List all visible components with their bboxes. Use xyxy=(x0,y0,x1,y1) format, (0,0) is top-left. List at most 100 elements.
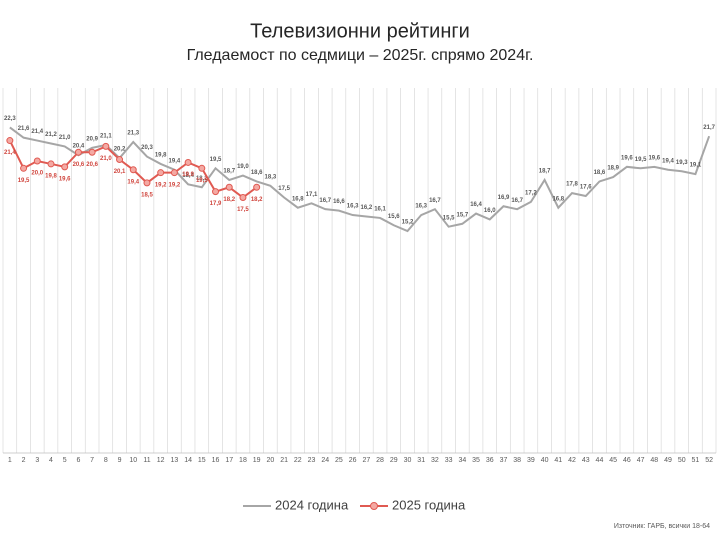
x-tick-label: 40 xyxy=(541,457,549,464)
value-label: 16,1 xyxy=(374,207,386,213)
value-label: 18,2 xyxy=(223,197,235,203)
x-tick-label: 51 xyxy=(692,457,700,464)
value-label: 18,5 xyxy=(141,192,153,198)
value-label: 18,7 xyxy=(223,169,235,175)
x-tick-label: 41 xyxy=(554,457,562,464)
chart-subtitle: Гледаемост по седмици – 2025г. спрямо 20… xyxy=(187,47,534,64)
x-tick-label: 43 xyxy=(582,457,590,464)
value-label: 19,1 xyxy=(690,163,702,169)
value-label: 18,9 xyxy=(607,166,619,172)
x-tick-label: 24 xyxy=(321,457,329,464)
x-tick-label: 23 xyxy=(308,457,316,464)
value-label: 18,7 xyxy=(539,169,551,175)
series-line xyxy=(9,126,711,233)
x-tick-label: 19 xyxy=(253,457,261,464)
point xyxy=(6,137,14,145)
value-label: 17,9 xyxy=(210,201,222,207)
value-label: 21,1 xyxy=(100,134,112,140)
value-label: 16,8 xyxy=(552,196,564,202)
x-tick-label: 18 xyxy=(239,457,247,464)
x-tick-label: 27 xyxy=(362,457,370,464)
x-tick-label: 46 xyxy=(623,457,631,464)
x-tick-label: 14 xyxy=(184,457,192,464)
value-label: 22,3 xyxy=(4,116,16,122)
x-tick-label: 42 xyxy=(568,457,576,464)
value-label: 20,6 xyxy=(73,162,85,168)
point xyxy=(129,166,137,174)
x-tick-label: 33 xyxy=(445,457,453,464)
value-label: 20,6 xyxy=(86,162,98,168)
x-tick-label: 20 xyxy=(266,457,274,464)
point xyxy=(143,179,151,187)
point xyxy=(253,183,261,191)
value-label: 19,2 xyxy=(169,182,181,188)
x-tick-label: 15 xyxy=(198,457,206,464)
x-tick-label: 6 xyxy=(76,457,80,464)
value-label: 19,5 xyxy=(18,178,30,184)
x-tick-label: 12 xyxy=(157,457,165,464)
value-label: 21,4 xyxy=(4,150,16,156)
value-label: 15,6 xyxy=(388,214,400,220)
x-tick-label: 52 xyxy=(705,457,713,464)
value-label: 19,5 xyxy=(635,157,647,163)
value-label: 15,7 xyxy=(456,212,468,218)
x-tick-label: 11 xyxy=(143,457,150,464)
x-tick-label: 34 xyxy=(458,457,466,464)
value-label: 17,2 xyxy=(525,190,537,196)
value-label: 19,4 xyxy=(169,158,181,164)
x-tick-label: 7 xyxy=(90,457,94,464)
value-label: 18,2 xyxy=(196,176,208,182)
x-tick-label: 49 xyxy=(664,457,672,464)
legend-label: 2025 година xyxy=(392,497,466,512)
value-label: 20,0 xyxy=(31,171,43,177)
value-label: 19,8 xyxy=(45,173,57,179)
value-label: 21,2 xyxy=(45,132,57,138)
value-label: 18,3 xyxy=(265,174,277,180)
value-label: 18,2 xyxy=(251,197,263,203)
value-label: 20,3 xyxy=(141,145,153,151)
value-label: 21,4 xyxy=(31,129,43,135)
x-tick-label: 4 xyxy=(49,457,53,464)
x-tick-label: 9 xyxy=(118,457,122,464)
value-label: 16,4 xyxy=(470,202,482,208)
value-label: 16,3 xyxy=(347,204,359,210)
point xyxy=(170,169,178,177)
x-tick-label: 32 xyxy=(431,457,439,464)
x-tick-label: 36 xyxy=(486,457,494,464)
x-tick-label: 29 xyxy=(390,457,398,464)
value-label: 20,4 xyxy=(73,144,85,150)
x-tick-label: 3 xyxy=(35,457,39,464)
x-tick-label: 8 xyxy=(104,457,108,464)
point xyxy=(88,148,96,156)
chart-title: Телевизионни рейтинги xyxy=(250,20,470,42)
value-label: 18,4 xyxy=(182,173,194,179)
value-label: 16,7 xyxy=(511,198,523,204)
x-tick-label: 16 xyxy=(212,457,220,464)
value-label: 19,6 xyxy=(59,176,71,182)
value-label: 15,2 xyxy=(402,220,414,226)
x-tick-label: 13 xyxy=(170,457,178,464)
value-label: 19,9 xyxy=(182,172,194,178)
point xyxy=(33,157,41,165)
value-label: 20,1 xyxy=(114,169,126,175)
x-tick-label: 5 xyxy=(63,457,67,464)
x-tick-label: 37 xyxy=(500,457,508,464)
value-label: 16,6 xyxy=(333,199,345,205)
point xyxy=(212,188,220,196)
x-tick-label: 35 xyxy=(472,457,480,464)
point xyxy=(74,148,82,156)
value-label: 16,7 xyxy=(429,198,441,204)
x-tick-label: 17 xyxy=(225,457,233,464)
value-label: 16,9 xyxy=(498,195,510,201)
x-tick-label: 48 xyxy=(650,457,658,464)
x-tick-label: 2 xyxy=(22,457,26,464)
value-label: 21,3 xyxy=(127,131,139,137)
point xyxy=(47,160,55,168)
point xyxy=(102,142,110,150)
value-label: 18,6 xyxy=(251,170,263,176)
x-tick-label: 22 xyxy=(294,457,302,464)
value-label: 17,5 xyxy=(237,207,249,213)
point xyxy=(157,169,165,177)
value-label: 16,3 xyxy=(415,204,427,210)
value-label: 21,0 xyxy=(59,135,71,141)
